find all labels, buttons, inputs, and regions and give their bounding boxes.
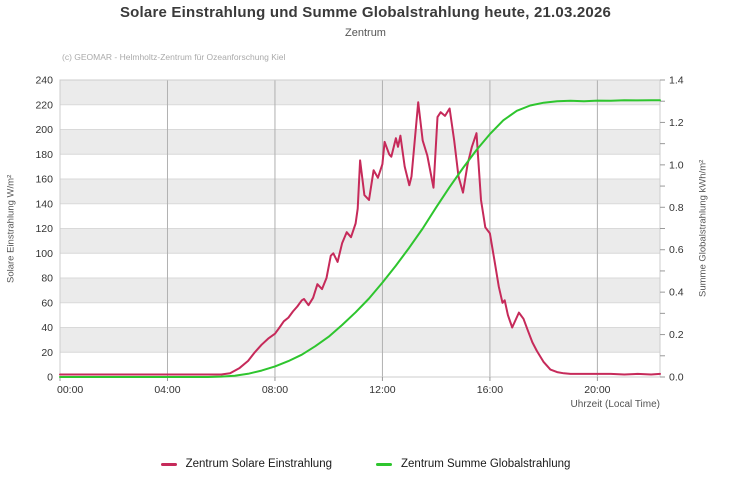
y-left-tick-label: 120 (35, 223, 53, 235)
y-left-tick-label: 240 (35, 75, 53, 87)
page-title: Solare Einstrahlung und Summe Globalstra… (119, 4, 612, 21)
y-right-tick-label: 0.6 (669, 244, 684, 256)
x-tick-label: 08:00 (262, 384, 288, 396)
grid-band (60, 327, 660, 353)
grid-band (60, 228, 660, 254)
x-tick-label: 00:00 (57, 384, 83, 396)
y-right-tick-label: 0.0 (669, 372, 684, 384)
legend-item-solare-einstrahlung: Zentrum Solare Einstrahlung (160, 458, 332, 470)
grid-band (60, 129, 660, 155)
y-right-tick-label: 1.2 (669, 117, 684, 129)
y-right-tick-label: 0.8 (669, 202, 684, 214)
legend-swatch-summe (376, 462, 392, 466)
y-left-tick-label: 160 (35, 174, 53, 186)
y-left-tick-label: 20 (41, 347, 53, 359)
legend-label-solare: Zentrum Solare Einstrahlung (185, 458, 332, 470)
legend: Zentrum Solare Einstrahlung Zentrum Summ… (0, 458, 731, 470)
y-left-tick-label: 80 (41, 273, 53, 285)
x-tick-label: 12:00 (369, 384, 395, 396)
x-tick-label: 16:00 (477, 384, 503, 396)
y-right-tick-label: 1.4 (669, 75, 684, 87)
x-tick-label: 04:00 (154, 384, 180, 396)
y-left-tick-label: 200 (35, 124, 53, 136)
x-tick-label: 20:00 (584, 384, 610, 396)
page-subtitle: Zentrum (345, 27, 386, 39)
y-right-tick-label: 0.4 (669, 287, 684, 299)
y-left-tick-label: 220 (35, 99, 53, 111)
y-left-tick-label: 60 (41, 297, 53, 309)
y-left-tick-label: 100 (35, 248, 53, 260)
right-axis-title: Summe Globalstrahlung kWh/m² (697, 159, 709, 298)
chart-svg[interactable]: 00:00 04:00 08:00 12:00 16:00 20:00 0 20 40 60 80 1… (0, 0, 731, 455)
grid-band (60, 179, 660, 204)
y-left-tick-label: 0 (47, 372, 53, 384)
copyright-note: (c) GEOMAR - Helmholtz-Zentrum für Ozean… (62, 52, 286, 62)
y-left-tick-label: 180 (35, 149, 53, 161)
left-axis-title: Solare Einstrahlung W/m² (5, 174, 17, 283)
legend-item-summe-globalstrahlung: Zentrum Summe Globalstrahlung (376, 458, 570, 470)
series-line-summe-globalstrahlung (59, 99, 661, 378)
x-axis-title: Uhrzeit (Local Time) (570, 399, 660, 410)
legend-label-summe: Zentrum Summe Globalstrahlung (401, 458, 571, 470)
legend-swatch-solare (160, 462, 177, 466)
y-left-tick-label: 140 (35, 198, 53, 210)
y-right-tick-label: 1.0 (669, 159, 684, 171)
series-line-solare-einstrahlung (59, 101, 661, 376)
y-left-tick-label: 40 (41, 322, 53, 334)
grid-band (60, 278, 660, 303)
y-right-tick-label: 0.2 (669, 329, 684, 341)
